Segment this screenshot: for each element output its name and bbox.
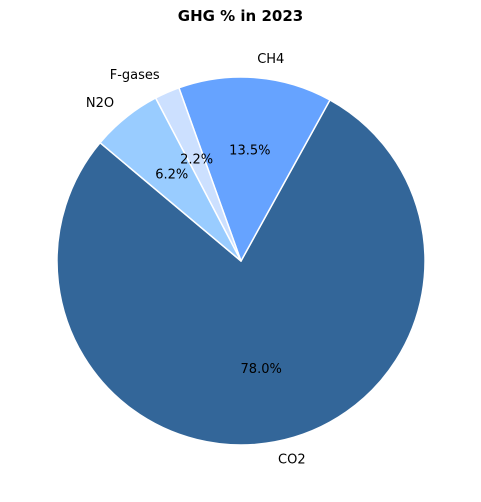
slice-percent-ch4: 13.5% (229, 143, 270, 158)
slice-label-co2: CO2 (278, 452, 306, 467)
pie-labels: CO2 78.0% CH4 13.5% F-gases 2.2% N2O 6.2% (86, 52, 306, 468)
pie-slice-co2 (56, 99, 426, 446)
slice-label-f-gases: F-gases (110, 68, 160, 83)
chart-title: GHG % in 2023 (178, 7, 303, 25)
slice-percent-n2o: 6.2% (155, 168, 188, 183)
pie-slice-ch4 (178, 76, 331, 262)
slice-label-ch4: CH4 (257, 52, 284, 67)
slice-percent-f-gases: 2.2% (180, 152, 213, 167)
pie-slices (56, 76, 426, 446)
slice-percent-co2: 78.0% (241, 362, 282, 377)
slice-label-n2o: N2O (86, 96, 114, 111)
pie-slice-n2o (99, 97, 242, 262)
